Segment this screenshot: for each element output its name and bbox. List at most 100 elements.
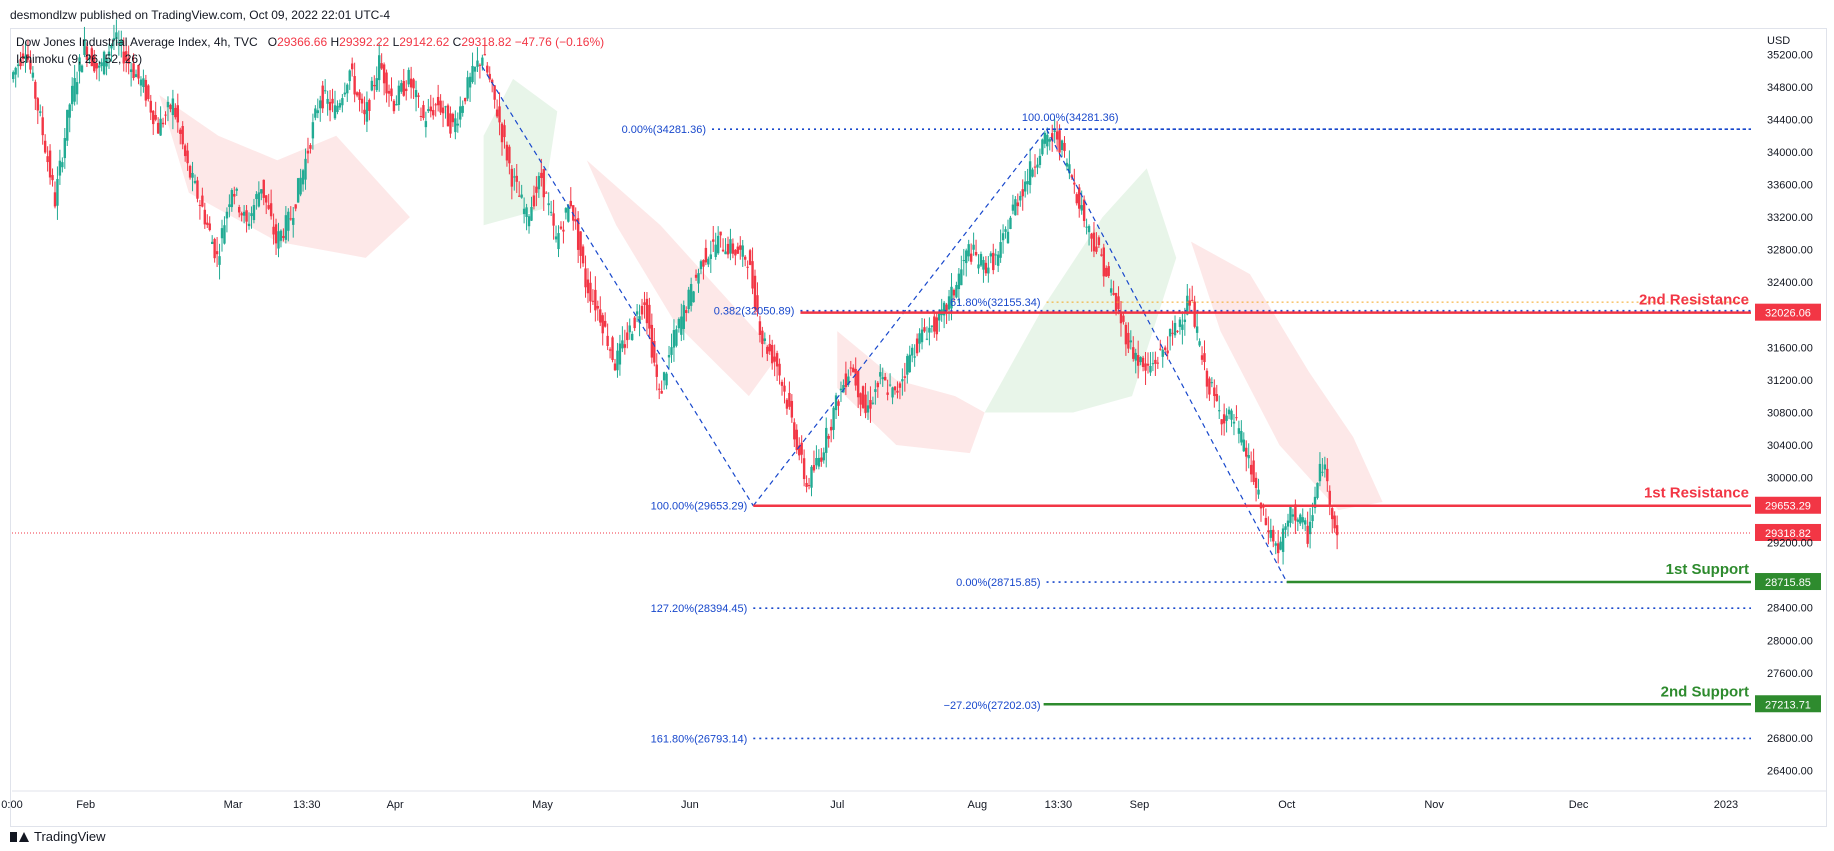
candle-body: [901, 379, 904, 382]
candle-body: [540, 172, 543, 179]
time-tick-label: Oct: [1278, 799, 1295, 811]
candle-body: [378, 55, 381, 81]
candle-body: [1107, 266, 1110, 276]
level-price-tag: [1755, 496, 1821, 514]
price-tick-label: 32400.00: [1767, 277, 1813, 289]
candle-body: [1208, 378, 1211, 395]
candle-body: [871, 402, 875, 404]
candle-body: [707, 258, 710, 265]
candle-body: [866, 405, 870, 413]
legend-symbol-row: Dow Jones Industrial Average Index, 4h, …: [16, 34, 604, 51]
candle-body: [1210, 382, 1214, 384]
candle-body: [994, 254, 997, 256]
candle-body: [768, 343, 771, 352]
candle-body: [689, 284, 693, 306]
candle-body: [171, 98, 175, 116]
candle-body: [225, 211, 229, 219]
candle-body: [1284, 526, 1287, 530]
time-axis[interactable]: 0:00 Feb Mar 13:30 Apr May Jun Jul Aug 13:30 Sep Oc…: [1, 790, 1826, 811]
price-tick-label: 30000.00: [1767, 473, 1813, 485]
candle-body: [837, 401, 840, 406]
candle-body: [822, 452, 825, 461]
candle-body: [1188, 300, 1191, 306]
candle-body: [729, 239, 732, 254]
candle-body: [714, 244, 717, 257]
candle-body: [883, 376, 887, 381]
candle-body: [110, 45, 113, 49]
candle-body: [962, 260, 965, 262]
candle-body: [292, 217, 295, 225]
candle-body: [498, 106, 501, 123]
candle-body: [350, 63, 354, 70]
candle-body: [515, 175, 518, 182]
candle-body: [382, 64, 386, 84]
candle-body: [992, 252, 995, 271]
price-axis[interactable]: USD 35200.00 34800.00 34400.00 34000.00 33600…: [1767, 35, 1813, 777]
candle-body: [117, 41, 121, 43]
candle-body: [164, 114, 167, 116]
candle-body: [513, 176, 516, 178]
candle-body: [1200, 355, 1204, 360]
candle-body: [265, 195, 268, 203]
candle-body: [451, 114, 455, 123]
time-tick-label: Apr: [387, 799, 404, 811]
candle-body: [58, 160, 62, 176]
candle-body: [137, 65, 140, 79]
candle-body: [1240, 430, 1243, 443]
tradingview-brand[interactable]: TradingView: [10, 829, 106, 844]
candle-body: [414, 90, 418, 98]
candle-body: [373, 84, 376, 87]
candle-body: [827, 435, 830, 439]
candle-body: [741, 245, 744, 257]
candle-body: [687, 289, 690, 310]
candle-body: [1286, 520, 1290, 527]
candle-body: [557, 233, 560, 250]
candle-body: [1303, 520, 1307, 525]
candle-body: [203, 209, 207, 225]
candle-body: [724, 251, 727, 255]
candle-body: [599, 309, 602, 323]
candle-body: [188, 165, 192, 178]
candle-body: [282, 235, 285, 239]
candle-body: [1257, 489, 1260, 495]
candle-body: [14, 67, 17, 75]
candle-body: [36, 98, 39, 111]
candle-body: [1313, 496, 1317, 508]
pattern-diagonal-line: [752, 128, 1048, 507]
candle-body: [989, 253, 993, 257]
candle-body: [488, 73, 491, 80]
candle-body: [891, 387, 894, 398]
fib-level-label: 100.00%(34281.36): [1022, 112, 1119, 124]
candle-body: [1274, 543, 1277, 546]
candle-body: [166, 101, 170, 108]
candle-body: [12, 72, 15, 80]
candle-body: [31, 72, 35, 78]
candle-body: [920, 329, 924, 343]
candle-body: [1316, 482, 1319, 498]
candle-body: [495, 109, 499, 117]
candle-body: [861, 386, 865, 408]
candle-body: [505, 144, 509, 161]
candle-body: [655, 364, 658, 377]
candle-body: [611, 337, 614, 361]
candle-body: [51, 175, 54, 181]
candle-body: [923, 327, 926, 332]
legend-high: 29392.22: [339, 35, 390, 49]
candle-body: [839, 388, 843, 391]
candle-body: [574, 219, 577, 222]
candle-body: [670, 347, 673, 355]
candle-body: [1311, 515, 1314, 522]
candle-body: [68, 104, 71, 118]
candle-body: [1205, 370, 1209, 387]
candle-body: [1075, 194, 1078, 204]
fib-level-label: 161.80%(26793.14): [651, 733, 748, 745]
candle-body: [510, 168, 514, 187]
candle-body: [208, 223, 211, 231]
legend-indicator: Ichimoku (9, 26, 52, 26): [16, 52, 143, 66]
candle-body: [788, 392, 791, 407]
cloud-red-area: [1190, 241, 1383, 511]
candle-body: [712, 239, 715, 242]
candle-body: [1139, 357, 1142, 363]
candle-body: [1078, 187, 1081, 209]
